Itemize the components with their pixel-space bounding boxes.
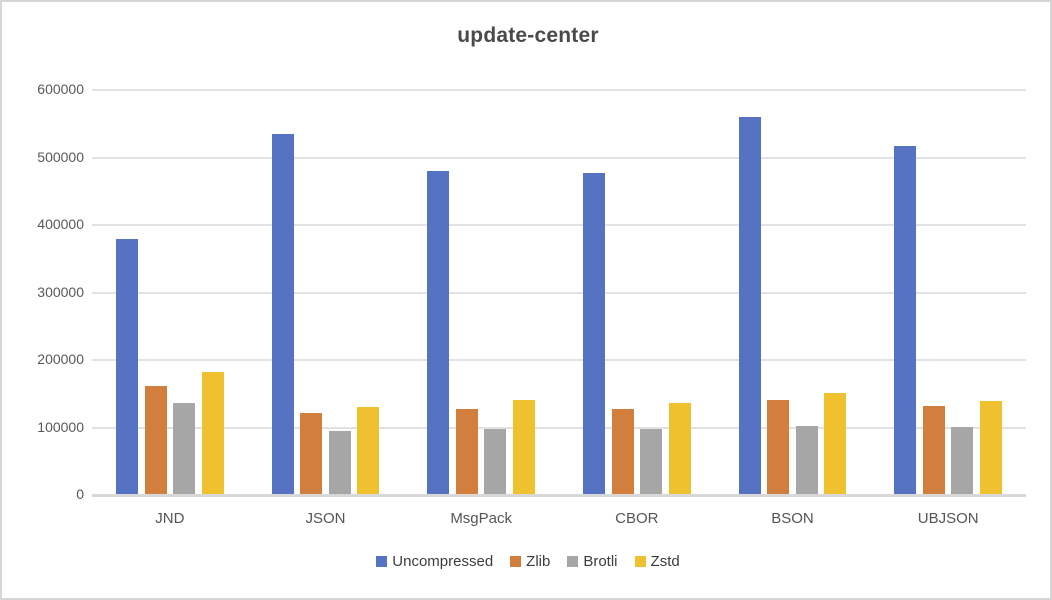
legend-label: Zlib [526,553,551,570]
x-category-label-json: JSON [305,510,346,527]
bar-zstd-jnd [201,371,224,494]
bar-brotli-cbor [640,429,663,494]
legend-label: Uncompressed [392,553,494,570]
legend-label: Brotli [583,553,618,570]
legend-swatch-icon [634,556,646,567]
legend-label: Zstd [650,553,680,570]
bar-zlib-msgpack [455,408,478,494]
y-tick-label: 500000 [37,148,84,165]
bar-brotli-jnd [173,402,196,494]
legend-item-zstd: Zstd [634,553,680,570]
bar-brotli-msgpack [484,429,507,494]
bar-brotli-ubjson [951,427,974,494]
bar-zlib-jnd [144,386,167,494]
legend-swatch-icon [376,556,388,567]
bar-uncompressed-json [271,133,294,494]
y-tick-label: 200000 [37,351,84,367]
bar-zstd-bson [824,392,847,494]
y-tick-label: 600000 [37,81,84,97]
bar-zstd-cbor [668,402,691,494]
y-tick-label: 300000 [37,283,84,300]
bar-zstd-json [357,406,380,494]
bar-zlib-json [300,413,323,494]
gridline [92,224,1026,226]
x-category-label-ubjson: UBJSON [917,510,979,527]
x-category-label-msgpack: MsgPack [450,510,512,527]
bar-uncompressed-cbor [583,173,606,494]
gridline [92,426,1026,429]
legend-item-zlib: Zlib [510,553,550,570]
bar-uncompressed-msgpack [427,171,450,494]
chart-title: update-center [457,24,599,47]
legend-swatch-icon [567,556,579,567]
legend-item-uncompressed: Uncompressed [376,553,493,570]
gridline [92,89,1026,91]
bar-uncompressed-jnd [116,238,139,494]
x-category-label-jnd: JND [155,510,185,527]
gridline [92,291,1026,294]
x-axis-line [92,494,1026,497]
x-category-label-bson: BSON [771,510,814,527]
legend-swatch-icon [510,556,522,567]
bar-uncompressed-bson [738,117,761,494]
legend: Uncompressed Zlib Brotli Zstd [2,553,1050,570]
y-tick-label: 100000 [37,418,84,435]
legend-item-brotli: Brotli [567,553,618,570]
bar-brotli-json [328,431,351,494]
bar-zlib-ubjson [922,406,945,494]
y-tick-label: 400000 [37,216,84,232]
y-tick-label: 0 [76,486,84,502]
bar-zstd-msgpack [512,400,535,494]
x-category-label-cbor: CBOR [615,510,659,527]
bar-zlib-bson [767,400,790,494]
plot-area [92,89,1026,497]
bar-uncompressed-ubjson [894,146,917,494]
bar-zlib-cbor [611,408,634,494]
bar-zstd-ubjson [979,400,1002,494]
gridline [92,156,1026,159]
gridline [92,359,1026,361]
bar-brotli-bson [795,425,818,494]
